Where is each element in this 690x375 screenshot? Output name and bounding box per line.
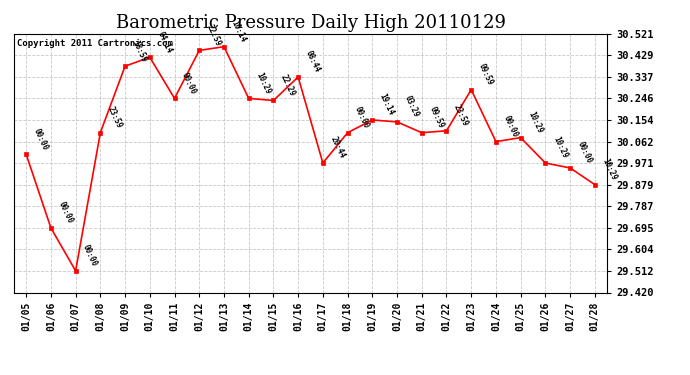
Text: 22:59: 22:59 [205,23,223,48]
Text: 00:00: 00:00 [575,140,593,165]
Text: 20:44: 20:44 [328,135,346,160]
Text: 08:44: 08:44 [304,50,322,74]
Text: 00:00: 00:00 [57,200,75,225]
Text: 18:59: 18:59 [130,39,148,63]
Text: 19:14: 19:14 [378,93,396,117]
Text: 00:00: 00:00 [32,127,50,152]
Text: 10:29: 10:29 [551,135,569,160]
Text: 03:29: 03:29 [402,94,420,119]
Text: 10:29: 10:29 [254,71,272,96]
Text: 04:14: 04:14 [155,30,173,54]
Text: Copyright 2011 Cartronics.com: Copyright 2011 Cartronics.com [17,39,172,48]
Title: Barometric Pressure Daily High 20110129: Barometric Pressure Daily High 20110129 [115,14,506,32]
Text: 00:00: 00:00 [502,114,520,139]
Text: 23:59: 23:59 [452,103,470,128]
Text: 23:59: 23:59 [106,105,124,130]
Text: 22:29: 22:29 [279,73,297,98]
Text: 09:59: 09:59 [427,105,445,130]
Text: 10:29: 10:29 [526,110,544,135]
Text: 00:00: 00:00 [180,71,198,96]
Text: 10:29: 10:29 [600,157,618,182]
Text: 10:14: 10:14 [230,19,248,44]
Text: 00:00: 00:00 [353,105,371,130]
Text: 00:00: 00:00 [81,243,99,268]
Text: 09:59: 09:59 [477,62,495,87]
